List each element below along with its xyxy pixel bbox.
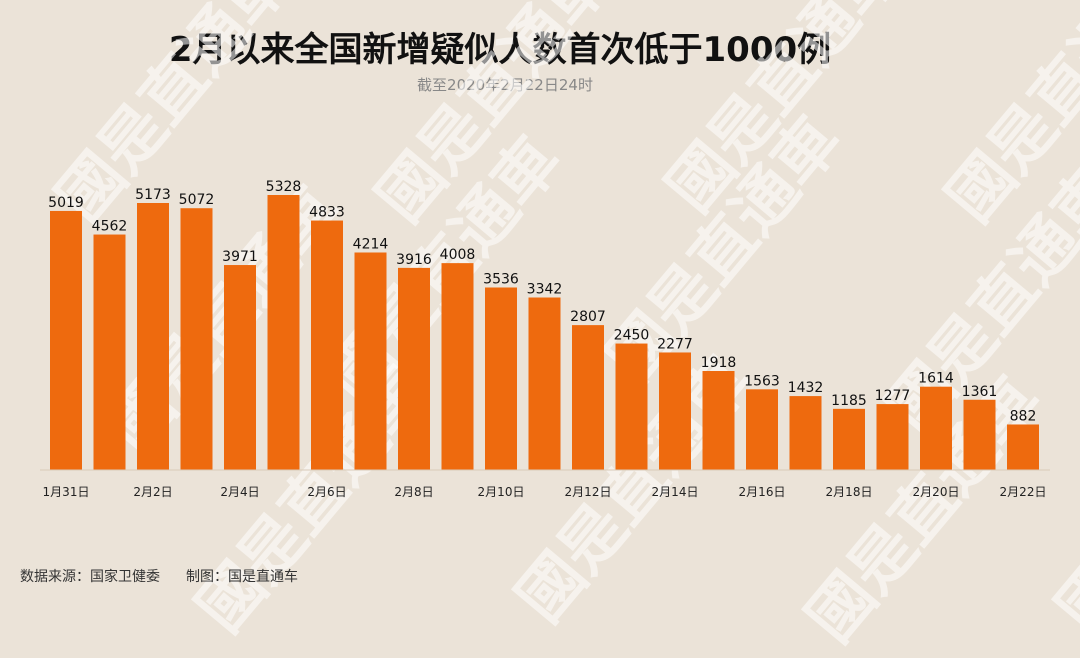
maker-note: 制图：国是直通车 — [186, 569, 298, 585]
bar-9 — [441, 263, 474, 470]
bar-13 — [615, 343, 648, 470]
x-tick-label-8: 2月8日 — [394, 485, 433, 499]
data-label-1: 4562 — [92, 219, 128, 235]
data-label-5: 5328 — [266, 179, 302, 195]
data-label-2: 5173 — [135, 187, 171, 203]
bar-12 — [572, 325, 604, 470]
x-tick-label-4: 2月4日 — [220, 485, 259, 499]
x-tick-label-20: 2月20日 — [913, 485, 960, 499]
bar-2 — [137, 203, 169, 470]
bar-18 — [833, 408, 865, 470]
data-label-13: 2450 — [614, 328, 650, 344]
bar-15 — [702, 371, 735, 470]
data-label-10: 3536 — [483, 271, 519, 287]
bar-3 — [180, 208, 213, 471]
data-label-21: 1361 — [962, 384, 998, 400]
bar-10 — [485, 287, 517, 470]
bar-6 — [311, 220, 343, 470]
x-tick-label-16: 2月16日 — [739, 485, 786, 499]
source-note: 数据来源：国家卫健委 — [20, 569, 160, 585]
bar-17 — [789, 396, 822, 470]
bar-21 — [963, 399, 996, 470]
data-label-14: 2277 — [657, 336, 693, 352]
x-tick-label-14: 2月14日 — [652, 485, 699, 499]
x-tick-label-18: 2月18日 — [826, 485, 873, 499]
x-tick-label-12: 2月12日 — [565, 485, 612, 499]
x-tick-label-0: 1月31日 — [43, 485, 90, 499]
bar-20 — [920, 386, 952, 470]
bar-0 — [50, 210, 82, 470]
bar-8 — [398, 267, 430, 470]
data-label-16: 1563 — [744, 373, 780, 389]
data-label-9: 4008 — [440, 247, 476, 263]
bar-5 — [267, 195, 300, 470]
data-label-12: 2807 — [570, 309, 606, 325]
chart-subtitle: 截至2020年2月22日24时 — [417, 76, 593, 94]
x-tick-label-22: 2月22日 — [1000, 485, 1047, 499]
x-tick-label-6: 2月6日 — [307, 485, 346, 499]
data-label-11: 3342 — [527, 282, 563, 298]
footer: 数据来源：国家卫健委 制图：国是直通车 — [20, 566, 298, 586]
data-label-8: 3916 — [396, 252, 432, 268]
bar-7 — [354, 252, 387, 470]
data-label-3: 5072 — [179, 192, 215, 208]
data-label-22: 882 — [1010, 408, 1037, 424]
bar-11 — [528, 297, 561, 470]
bar-4 — [224, 265, 256, 470]
x-tick-label-10: 2月10日 — [478, 485, 525, 499]
bar-19 — [876, 404, 909, 470]
data-label-7: 4214 — [353, 236, 389, 252]
x-tick-label-2: 2月2日 — [133, 485, 172, 499]
data-label-19: 1277 — [875, 388, 911, 404]
bar-16 — [746, 389, 778, 470]
data-label-6: 4833 — [309, 205, 345, 221]
data-label-17: 1432 — [788, 380, 824, 396]
bar-1 — [93, 234, 126, 470]
data-label-18: 1185 — [831, 393, 867, 409]
data-label-20: 1614 — [918, 371, 954, 387]
data-label-4: 3971 — [222, 249, 258, 265]
chart-title: 2月以来全国新增疑似人数首次低于1000例 — [168, 30, 832, 70]
bar-chart: 5019 1月31日 4562 5173 2月2日 5072 3971 2月4日 5328 483… — [40, 179, 1050, 499]
bar-14 — [659, 352, 691, 470]
data-label-15: 1918 — [701, 355, 737, 371]
bar-22 — [1007, 424, 1039, 470]
data-label-0: 5019 — [48, 195, 84, 211]
